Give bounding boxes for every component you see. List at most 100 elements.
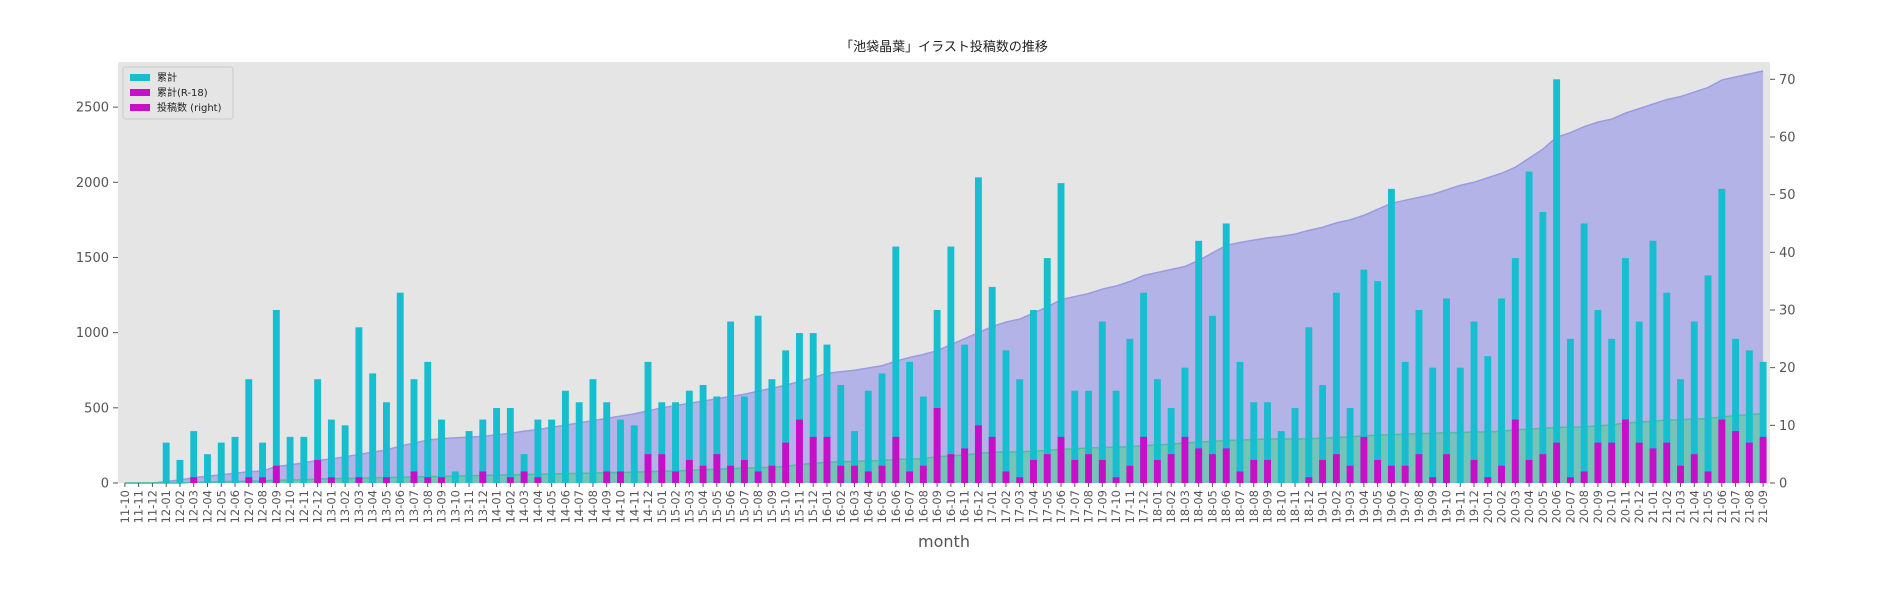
bar-r18-15-02 <box>672 471 679 483</box>
bar-r18-16-05 <box>878 465 886 483</box>
bar-total-18-12 <box>1305 327 1313 483</box>
bar-total-15-08 <box>754 315 762 483</box>
bar-r18-16-07 <box>906 471 914 483</box>
bar-r18-19-07 <box>1401 465 1409 483</box>
xtick-label: 16-06 <box>889 490 903 523</box>
xtick-label: 15-07 <box>737 490 751 523</box>
bar-r18-19-10 <box>1443 454 1450 483</box>
xtick-label: 12-10 <box>283 490 297 523</box>
xtick-label: 13-05 <box>379 490 393 523</box>
xtick-label: 13-12 <box>476 490 490 523</box>
bar-total-18-05 <box>1209 315 1216 483</box>
bar-r18-17-03 <box>1016 477 1024 483</box>
bar-total-17-08 <box>1085 390 1092 483</box>
bar-r18-13-09 <box>438 477 445 483</box>
bar-total-12-10 <box>286 436 294 483</box>
xtick-label: 15-10 <box>779 490 793 523</box>
bar-r18-21-07 <box>1732 431 1740 483</box>
bar-total-19-11 <box>1456 367 1464 483</box>
bar-r18-15-04 <box>699 465 707 483</box>
bar-r18-20-04 <box>1525 459 1533 483</box>
xtick-label: 21-04 <box>1687 490 1701 523</box>
xtick-label: 15-08 <box>751 490 765 523</box>
bar-r18-16-11 <box>961 448 969 483</box>
bar-total-19-10 <box>1443 298 1450 483</box>
xtick-label: 15-01 <box>655 490 669 523</box>
ytick-right-label: 60 <box>1779 130 1796 145</box>
bar-total-20-12 <box>1635 321 1643 483</box>
bar-total-13-09 <box>438 419 445 483</box>
bar-r18-19-08 <box>1415 454 1423 483</box>
xtick-label: 14-12 <box>641 490 655 523</box>
xtick-label: 17-04 <box>1026 490 1040 523</box>
bar-total-15-12 <box>809 333 817 483</box>
bar-total-14-11 <box>630 425 638 483</box>
bar-r18-12-07 <box>245 477 253 483</box>
bar-r18-17-11 <box>1126 465 1134 483</box>
legend-label: 投稿数 (right) <box>157 101 222 114</box>
xtick-label: 16-03 <box>848 490 862 523</box>
bar-total-13-04 <box>369 373 377 483</box>
xtick-label: 11-10 <box>118 490 132 523</box>
xtick-label: 12-12 <box>311 490 325 523</box>
bar-r18-14-02 <box>506 477 514 483</box>
bar-total-17-12 <box>1140 292 1148 483</box>
bar-r18-17-01 <box>988 436 996 483</box>
bar-r18-14-10 <box>617 471 624 483</box>
bar-total-20-09 <box>1594 309 1602 483</box>
bar-total-20-11 <box>1622 258 1629 483</box>
bar-total-14-10 <box>617 419 624 483</box>
ytick-left-label: 1000 <box>76 326 109 341</box>
ytick-right-label: 50 <box>1779 188 1796 203</box>
xtick-label: 20-12 <box>1632 490 1646 523</box>
bar-total-16-03 <box>851 431 858 483</box>
xtick-label: 19-05 <box>1371 490 1385 523</box>
xtick-label: 19-08 <box>1412 490 1426 523</box>
xtick-label: 21-07 <box>1729 490 1743 523</box>
bar-r18-20-12 <box>1635 442 1643 483</box>
area-series-0 <box>124 71 1764 484</box>
xtick-label: 17-02 <box>999 490 1013 523</box>
bar-r18-19-02 <box>1332 454 1340 483</box>
legend-label: 累計 <box>157 71 177 84</box>
bar-total-14-01 <box>493 408 501 483</box>
xtick-label: 17-05 <box>1040 490 1054 523</box>
xtick-label: 12-02 <box>173 490 187 523</box>
bar-total-20-07 <box>1566 338 1574 483</box>
bar-r18-21-05 <box>1704 471 1712 483</box>
xtick-label: 13-03 <box>352 490 366 523</box>
bar-r18-16-04 <box>864 471 872 483</box>
bar-total-13-03 <box>355 327 363 483</box>
xtick-label: 13-10 <box>448 490 462 523</box>
bar-total-12-03 <box>190 431 198 483</box>
bar-r18-20-11 <box>1622 419 1629 483</box>
bar-r18-19-12 <box>1470 459 1478 483</box>
xtick-label: 16-10 <box>944 490 958 523</box>
xtick-label: 12-05 <box>214 490 228 523</box>
bar-total-21-08 <box>1745 350 1753 483</box>
xtick-label: 21-01 <box>1646 490 1660 523</box>
bar-total-20-03 <box>1511 258 1519 483</box>
xtick-label: 18-11 <box>1288 490 1302 523</box>
xtick-label: 19-03 <box>1343 490 1357 523</box>
bar-total-18-07 <box>1236 361 1244 483</box>
xtick-label: 13-06 <box>393 490 407 523</box>
bar-total-12-04 <box>204 454 211 483</box>
bar-r18-12-03 <box>190 477 198 483</box>
xtick-label: 20-02 <box>1495 490 1509 523</box>
bar-r18-14-03 <box>520 471 528 483</box>
xtick-label: 13-08 <box>421 490 435 523</box>
bar-r18-16-08 <box>919 465 927 483</box>
xtick-label: 14-03 <box>517 490 531 523</box>
xtick-label: 14-04 <box>531 490 545 523</box>
bar-r18-15-11 <box>796 419 803 483</box>
xtick-label: 14-10 <box>613 490 627 523</box>
bar-r18-19-04 <box>1360 436 1368 483</box>
bar-total-19-08 <box>1415 309 1423 483</box>
bar-total-13-11 <box>465 431 473 483</box>
bar-r18-16-10 <box>947 454 955 483</box>
bar-r18-13-12 <box>479 471 487 483</box>
xtick-label: 20-07 <box>1563 490 1577 523</box>
bar-total-21-04 <box>1690 321 1698 483</box>
bar-total-13-07 <box>410 379 418 483</box>
